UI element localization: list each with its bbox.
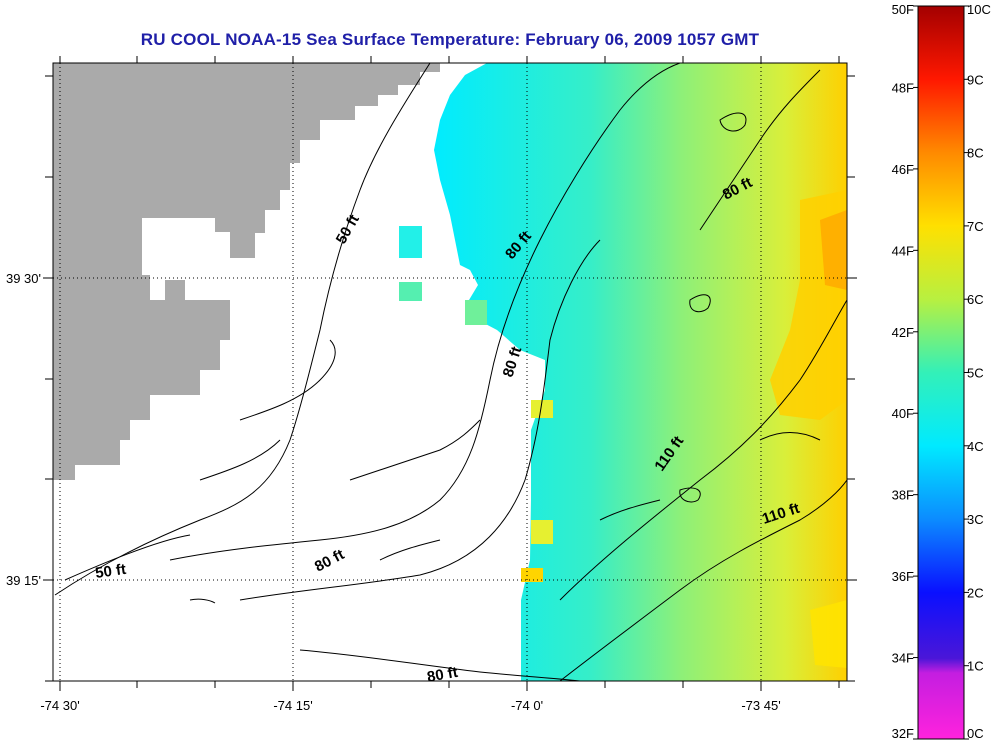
colorbar-ramp <box>917 5 965 740</box>
sst-field <box>399 63 847 681</box>
contour-label-80ft-5: 80 ft <box>426 664 459 686</box>
frame-ticks <box>43 56 857 691</box>
graticule <box>53 63 847 681</box>
colorbar-f-label: 40F <box>892 406 914 421</box>
x-tick-label-2: -74 15' <box>273 698 312 713</box>
colorbar-c-label: 10C <box>967 2 991 17</box>
colorbar-c-label: 3C <box>967 512 984 527</box>
axis-labels: -74 30' -74 15' -74 0' -73 45' 39 30' 39… <box>6 271 781 713</box>
colorbar-f-label: 36F <box>892 569 914 584</box>
colorbar-c-label: 4C <box>967 439 984 454</box>
colorbar-c-label: 7C <box>967 219 984 234</box>
map-title: RU COOL NOAA-15 Sea Surface Temperature:… <box>140 30 760 49</box>
colorbar-c-label: 9C <box>967 72 984 87</box>
colorbar-f-label: 48F <box>892 80 914 95</box>
colorbar-c-label: 5C <box>967 366 984 381</box>
map-frame <box>52 62 848 682</box>
colorbar-f-label: 44F <box>892 243 914 258</box>
depth-contours <box>54 63 847 681</box>
x-tick-label-3: -74 0' <box>511 698 543 713</box>
colorbar-f-label: 34F <box>892 651 914 666</box>
colorbar-c-label: 2C <box>967 585 984 600</box>
y-tick-label-1: 39 30' <box>6 271 41 286</box>
x-tick-label-4: -73 45' <box>741 698 780 713</box>
contour-label-50ft-south: 50 ft <box>94 561 127 582</box>
colorbar: 50F 48F 46F 44F 42F 40F 38F 36F 34F 32F 10C 9C 8C 7C… <box>892 2 991 741</box>
colorbar-c-label: 8C <box>967 146 984 161</box>
colorbar-f-label: 38F <box>892 488 914 503</box>
colorbar-f-label: 42F <box>892 325 914 340</box>
colorbar-c-label: 6C <box>967 292 984 307</box>
y-tick-label-2: 39 15' <box>6 573 41 588</box>
x-tick-label-1: -74 30' <box>40 698 79 713</box>
colorbar-c-label: 1C <box>967 659 984 674</box>
colorbar-f-label: 32F <box>892 726 914 741</box>
colorbar-f-label: 50F <box>892 2 914 17</box>
colorbar-c-label: 0C <box>967 726 984 741</box>
land-mass <box>53 63 440 480</box>
colorbar-f-label: 46F <box>892 162 914 177</box>
